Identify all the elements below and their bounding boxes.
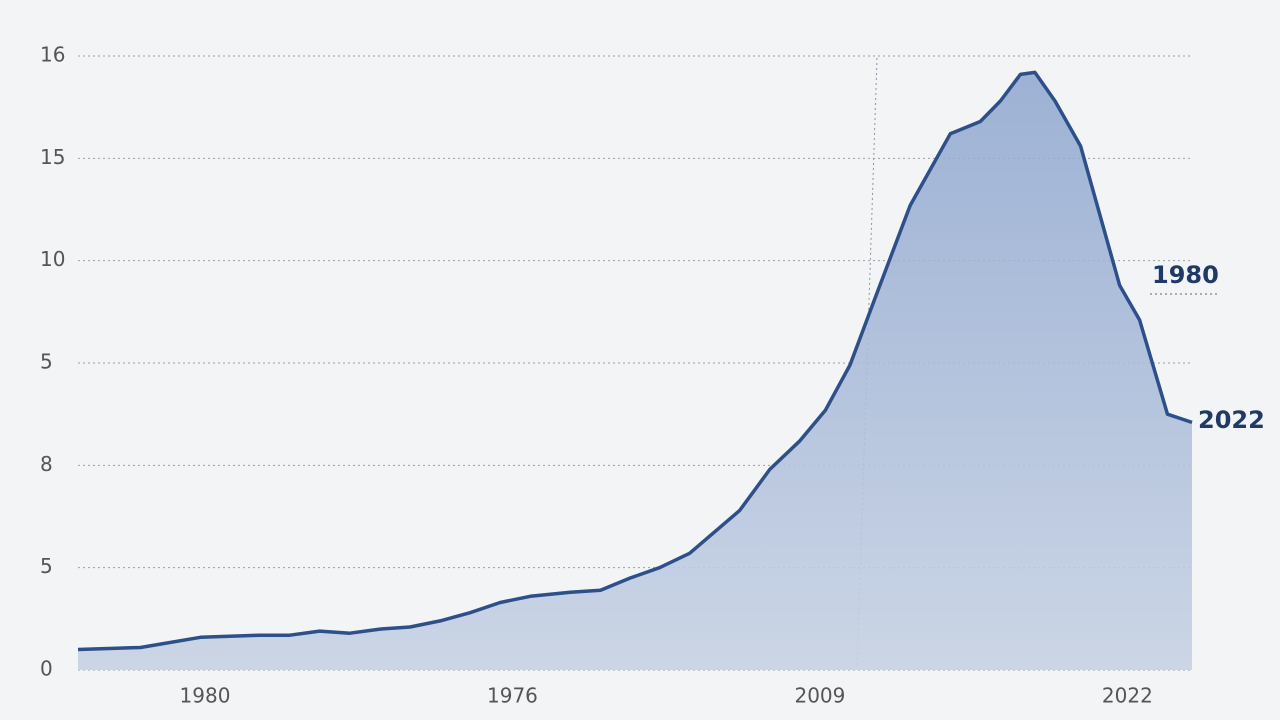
area <box>78 72 1192 670</box>
y-tick-label: 5 <box>40 554 53 578</box>
y-tick-label: 15 <box>40 145 65 169</box>
x-tick-label: 1976 <box>487 684 538 708</box>
y-tick-label: 10 <box>40 247 65 271</box>
annotation: 1980 <box>1152 261 1219 289</box>
x-tick-label: 2022 <box>1102 684 1153 708</box>
y-tick-label: 8 <box>40 452 53 476</box>
annotation: 2022 <box>1198 406 1265 434</box>
line <box>77 70 1193 652</box>
y-tick-label: 16 <box>40 43 65 67</box>
y-tick-label: 0 <box>40 657 53 681</box>
y-tick-label: 5 <box>40 350 53 374</box>
x-tick-label: 1980 <box>180 684 231 708</box>
x-tick-label: 2009 <box>794 684 845 708</box>
